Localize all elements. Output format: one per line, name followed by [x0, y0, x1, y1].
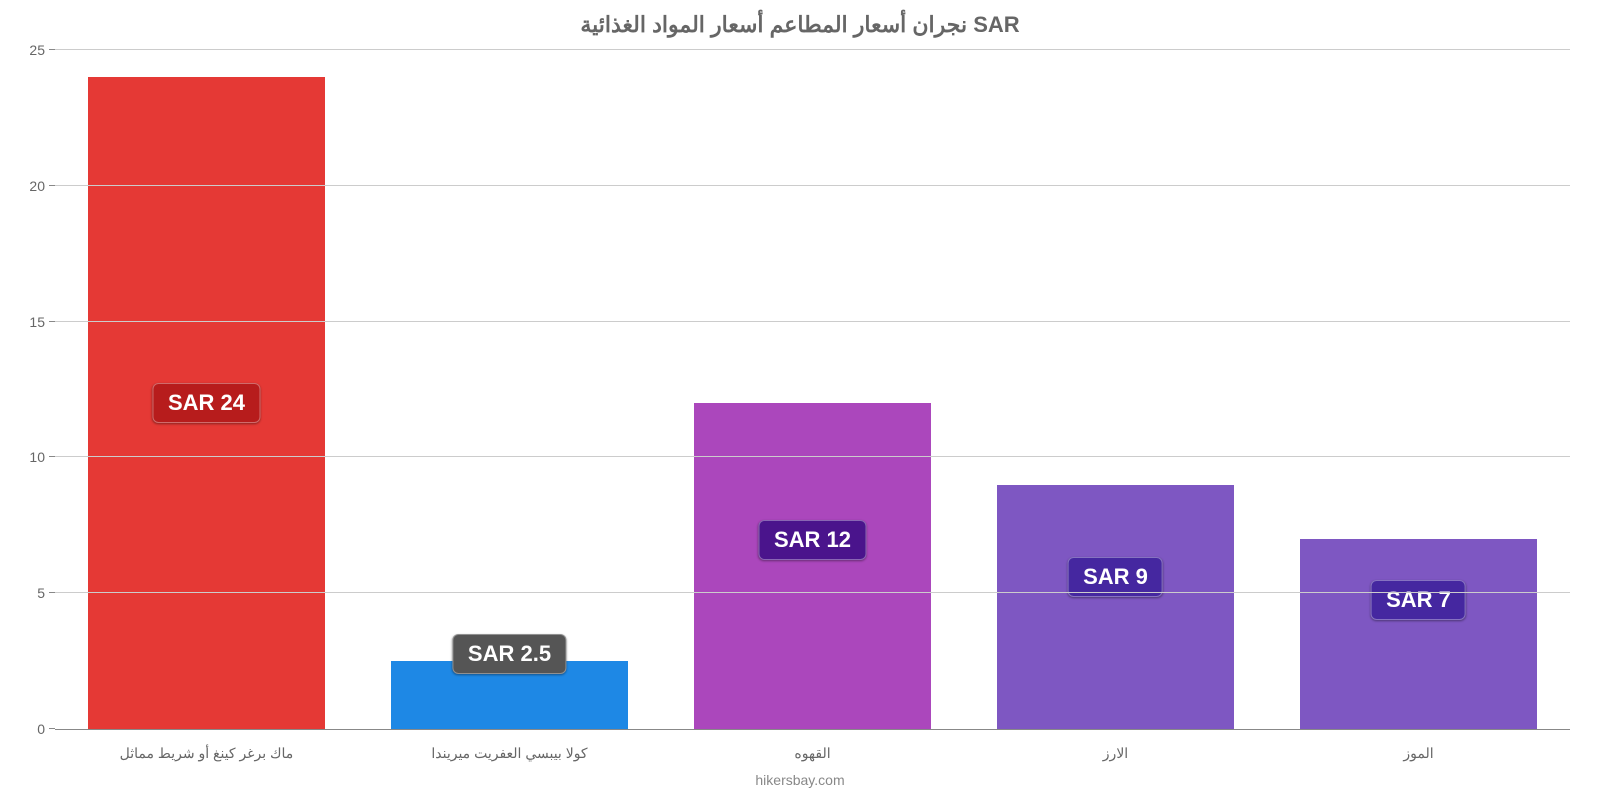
bar: SAR 24 — [88, 77, 324, 729]
y-tick-mark — [49, 321, 55, 322]
y-tick-label: 20 — [15, 178, 45, 194]
y-tick-label: 25 — [15, 42, 45, 58]
gridline — [55, 592, 1570, 593]
bar: SAR 12 — [694, 403, 930, 729]
value-badge: SAR 24 — [153, 383, 260, 423]
x-axis-label: كولا بيبسي العفريت ميريندا — [358, 745, 661, 762]
x-axis-label: الموز — [1267, 745, 1570, 762]
y-tick-mark — [49, 728, 55, 729]
chart-title: نجران أسعار المطاعم أسعار المواد الغذائي… — [0, 0, 1600, 46]
gridline — [55, 185, 1570, 186]
gridline — [55, 456, 1570, 457]
bar-slot: SAR 7 — [1267, 50, 1570, 729]
x-axis-label: ماك برغر كينغ أو شريط مماثل — [55, 745, 358, 762]
x-axis-label: الارز — [964, 745, 1267, 762]
y-tick-label: 5 — [15, 585, 45, 601]
y-tick-label: 0 — [15, 721, 45, 737]
gridline — [55, 321, 1570, 322]
bar: SAR 7 — [1300, 539, 1536, 729]
x-axis-labels: ماك برغر كينغ أو شريط مماثلكولا بيبسي ال… — [55, 745, 1570, 762]
y-tick-mark — [49, 185, 55, 186]
y-tick-mark — [49, 456, 55, 457]
bar-slot: SAR 2.5 — [358, 50, 661, 729]
y-tick-label: 10 — [15, 449, 45, 465]
chart-plot-area: SAR 24SAR 2.5SAR 12SAR 9SAR 7 0510152025 — [55, 50, 1570, 730]
bars-container: SAR 24 SAR 2.5 SAR 12 SAR 9 SAR 7 — [55, 50, 1570, 729]
gridline — [55, 49, 1570, 50]
y-tick-mark — [49, 592, 55, 593]
attribution-text: hikersbay.com — [0, 772, 1600, 788]
bar: SAR 2.5 — [391, 661, 627, 729]
x-axis-label: القهوه — [661, 745, 964, 762]
value-badge: SAR 2.5 — [453, 634, 566, 674]
value-badge: SAR 12 — [759, 520, 866, 560]
bar-slot: SAR 12 — [661, 50, 964, 729]
bar-slot: SAR 9 — [964, 50, 1267, 729]
y-tick-label: 15 — [15, 314, 45, 330]
y-tick-mark — [49, 49, 55, 50]
bar-slot: SAR 24 — [55, 50, 358, 729]
value-badge: SAR 7 — [1371, 580, 1466, 620]
bar: SAR 9 — [997, 485, 1233, 729]
